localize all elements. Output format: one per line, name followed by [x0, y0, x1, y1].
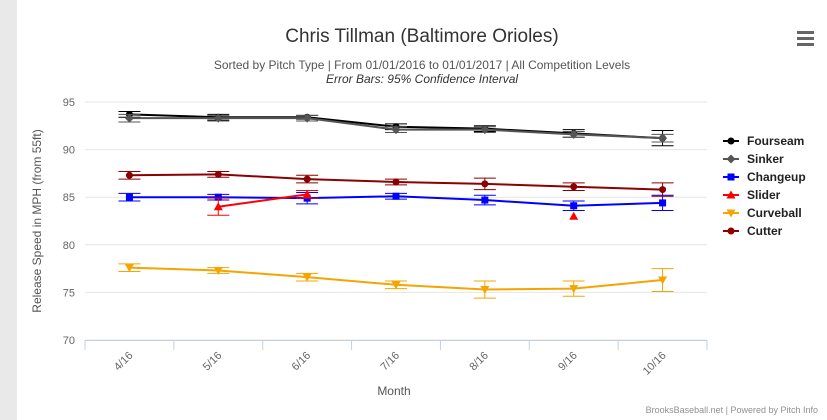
x-tick-label: 10/16: [641, 350, 669, 378]
legend-label: Curveball: [747, 206, 802, 220]
data-point: [481, 180, 489, 188]
data-point: [569, 129, 579, 139]
data-point: [213, 267, 223, 276]
y-tick-label: 70: [63, 335, 75, 347]
data-point: [658, 276, 668, 285]
x-axis-tick-labels: 4/16 5/16 6/16 7/16 8/16 9/16 10/16: [112, 350, 669, 378]
legend-label: Sinker: [747, 152, 784, 166]
series-cutter: [118, 170, 674, 197]
legend-item-changeup[interactable]: Changeup: [723, 170, 806, 184]
series-sinker: [118, 113, 674, 143]
legend-item-slider[interactable]: Slider: [723, 188, 781, 202]
plot-series: [118, 110, 674, 299]
x-tick-label: 7/16: [378, 350, 402, 374]
series-curveball: [118, 263, 674, 299]
legend-label: Slider: [747, 188, 781, 202]
x-axis-ticks: [84, 340, 708, 350]
chart-menu-button[interactable]: [795, 28, 817, 48]
data-point: [726, 190, 736, 199]
x-tick-label: 9/16: [556, 350, 580, 374]
menu-icon: [797, 31, 814, 34]
x-tick-label: 5/16: [201, 350, 225, 374]
y-axis-tick-labels: 70 75 80 85 90 95: [63, 97, 75, 347]
chart-subtitle: Sorted by Pitch Type | From 01/01/2016 t…: [214, 58, 630, 72]
data-point: [726, 154, 736, 164]
x-tick-label: 8/16: [467, 350, 491, 374]
series-line: [218, 193, 308, 208]
legend-label: Fourseam: [747, 134, 804, 148]
legend-label: Changeup: [747, 170, 806, 184]
y-tick-label: 90: [63, 145, 75, 157]
legend-item-cutter[interactable]: Cutter: [723, 224, 783, 238]
data-point: [391, 125, 401, 135]
data-point: [570, 183, 578, 191]
series-slider: [207, 189, 579, 220]
y-tick-label: 80: [63, 240, 75, 252]
data-point: [727, 173, 735, 181]
legend: Fourseam Sinker Changeup Slider Curveball Cut…: [723, 134, 806, 238]
y-tick-label: 85: [63, 192, 75, 204]
data-point: [213, 202, 223, 211]
data-point: [302, 273, 312, 282]
chart-container: Chris Tillman (Baltimore Orioles) Sorted…: [17, 0, 827, 420]
chart-subtitle-confidence: Error Bars: 95% Confidence Interval: [326, 72, 518, 86]
data-point: [125, 193, 133, 201]
legend-label: Cutter: [747, 224, 783, 238]
series-changeup: [118, 191, 674, 212]
data-point: [124, 113, 134, 123]
data-point: [303, 175, 311, 183]
y-tick-label: 75: [63, 287, 75, 299]
data-point: [569, 285, 579, 294]
data-point: [480, 286, 490, 295]
x-tick-label: 6/16: [290, 350, 314, 374]
data-point: [302, 189, 312, 198]
data-point: [125, 171, 133, 179]
data-point: [480, 125, 490, 135]
grid-lines: [85, 101, 707, 341]
data-point: [570, 202, 578, 210]
data-point: [727, 137, 735, 145]
data-point: [727, 227, 735, 235]
x-axis-title: Month: [377, 384, 410, 398]
chart-title: Chris Tillman (Baltimore Orioles): [285, 26, 558, 47]
y-axis-title: Release Speed in MPH (from 55ft): [30, 129, 44, 312]
data-point: [658, 133, 668, 143]
x-tick-label: 4/16: [112, 350, 136, 374]
data-point: [214, 193, 222, 201]
legend-item-curveball[interactable]: Curveball: [723, 206, 802, 220]
y-tick-label: 95: [63, 97, 75, 109]
data-point: [392, 178, 400, 186]
chart-svg: Chris Tillman (Baltimore Orioles) Sorted…: [30, 26, 818, 415]
chart-credits: BrooksBaseball.net | Powered by Pitch In…: [646, 405, 818, 415]
data-point: [213, 113, 223, 123]
data-point: [569, 211, 579, 220]
data-point: [124, 264, 134, 273]
data-point: [726, 209, 736, 218]
data-point: [302, 113, 312, 123]
legend-item-fourseam[interactable]: Fourseam: [723, 134, 804, 148]
data-point: [659, 186, 667, 194]
legend-item-sinker[interactable]: Sinker: [723, 152, 784, 166]
data-point: [659, 199, 667, 207]
data-point: [391, 281, 401, 290]
data-point: [214, 170, 222, 178]
data-point: [481, 196, 489, 204]
data-point: [392, 192, 400, 200]
